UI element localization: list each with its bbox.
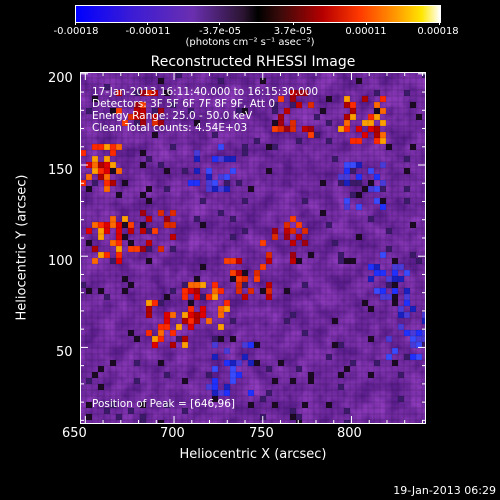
- timestamp: 19-Jan-2013 06:29: [393, 484, 496, 497]
- plot-frame: [80, 72, 426, 424]
- colorbar-tick-label: 0.00011: [345, 26, 387, 37]
- colorbar-tick: [439, 22, 440, 25]
- x-tick-label: 750: [249, 426, 274, 441]
- y-tick-label: 100: [48, 254, 73, 269]
- heatmap-plot: 17-Jan-2013 16:11:40.000 to 16:15:30.000…: [80, 72, 426, 424]
- x-tick-label: 650: [62, 426, 87, 441]
- colorbar-tick-label: 0.00018: [417, 26, 459, 37]
- x-tick-label: 700: [160, 426, 185, 441]
- colorbar-tick-label: -0.00011: [125, 26, 171, 37]
- y-tick-label: 50: [56, 345, 73, 360]
- colorbar-tick: [219, 22, 220, 25]
- colorbar-tick: [75, 22, 76, 25]
- annotation-line: Detectors: 3F 5F 6F 7F 8F 9F, Att 0: [92, 98, 275, 110]
- annotation-line: Clean Total counts: 4.54E+03: [92, 122, 247, 134]
- y-tick-label: 150: [48, 163, 73, 178]
- x-axis-label: Heliocentric X (arcsec): [179, 447, 327, 462]
- y-axis-label: Heliocentric Y (arcsec): [14, 174, 30, 321]
- colorbar-tick: [366, 22, 367, 25]
- annotation-line: 17-Jan-2013 16:11:40.000 to 16:15:30.000: [92, 86, 318, 98]
- peak-label: Position of Peak = [646,96]: [92, 398, 235, 410]
- colorbar-tick: [293, 22, 294, 25]
- pixel-grid: [80, 72, 426, 424]
- annotation-line: Energy Range: 25.0 - 50.0 keV: [92, 110, 253, 122]
- x-tick-label: 800: [337, 426, 362, 441]
- chart-title: Reconstructed RHESSI Image: [150, 54, 356, 70]
- colorbar-tick-label: -0.00018: [53, 26, 99, 37]
- colorbar-tick: [147, 22, 148, 25]
- colorbar-tick-label: 3.7e-05: [273, 26, 313, 37]
- colorbar-tick-label: -3.7e-05: [199, 26, 241, 37]
- colorbar: [75, 5, 441, 23]
- y-tick-label: 200: [48, 71, 73, 86]
- colorbar-units: (photons cm⁻² s⁻¹ asec⁻²): [185, 37, 315, 48]
